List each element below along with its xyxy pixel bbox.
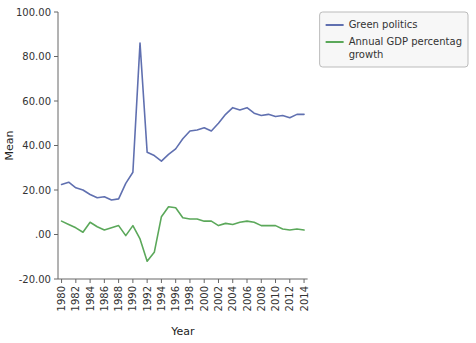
- x-tick: [61, 279, 62, 283]
- y-axis-label: Mean: [3, 130, 16, 160]
- chart: Green politics Annual GDP percentaggrowth…: [0, 0, 476, 343]
- x-tick-label: 1984: [85, 286, 96, 311]
- y-tick: [54, 56, 58, 57]
- x-tick: [232, 279, 233, 283]
- x-tick: [175, 279, 176, 283]
- x-tick: [104, 279, 105, 283]
- x-tick-label: 1988: [113, 286, 124, 311]
- y-tick-label: 100.00: [16, 7, 51, 18]
- x-tick: [161, 279, 162, 283]
- x-tick-label: 2008: [256, 286, 267, 311]
- y-tick: [54, 279, 58, 280]
- x-tick-label: 1980: [56, 286, 67, 311]
- y-tick: [54, 101, 58, 102]
- x-tick-label: 2010: [270, 286, 281, 311]
- legend: Green politics Annual GDP percentaggrowth: [320, 12, 468, 67]
- x-tick: [261, 279, 262, 283]
- x-tick-label: 2004: [227, 286, 238, 311]
- x-tick: [118, 279, 119, 283]
- x-tick-label: 2006: [242, 286, 253, 311]
- x-tick-label: 1982: [70, 286, 81, 311]
- x-tick: [189, 279, 190, 283]
- x-tick-label: 2012: [284, 286, 295, 311]
- x-tick: [147, 279, 148, 283]
- x-tick-label: 2000: [199, 286, 210, 311]
- x-tick-label: 1994: [156, 286, 167, 311]
- x-ticks: 19801982 1984198619881990 1992199419961998…: [56, 279, 309, 311]
- y-tick: [54, 234, 58, 235]
- x-tick: [289, 279, 290, 283]
- x-tick-label: 1996: [170, 286, 181, 311]
- y-tick: [54, 190, 58, 191]
- x-tick: [132, 279, 133, 283]
- y-tick-label: 20.00: [22, 185, 51, 196]
- legend-label: Annual GDP percentaggrowth: [349, 36, 462, 60]
- line-series: [62, 43, 304, 200]
- x-tick-label: 2002: [213, 286, 224, 311]
- x-tick-label: 1992: [142, 286, 153, 311]
- legend-label: Green politics: [349, 19, 418, 30]
- y-tick-label: .00: [35, 229, 51, 240]
- x-tick: [304, 279, 305, 283]
- lines: [62, 43, 304, 261]
- x-axis: [58, 279, 308, 280]
- x-tick-label: 1998: [184, 286, 195, 311]
- y-tick-label: 40.00: [22, 140, 51, 151]
- x-tick: [275, 279, 276, 283]
- y-ticks: -20.00 .00 20.00 40.00 60.00 80.00 100.00: [16, 7, 58, 285]
- x-tick-label: 1986: [99, 286, 110, 311]
- x-tick-label: 1990: [127, 286, 138, 311]
- x-tick: [90, 279, 91, 283]
- x-tick: [204, 279, 205, 283]
- x-tick: [247, 279, 248, 283]
- x-tick: [218, 279, 219, 283]
- line-series: [62, 207, 304, 262]
- y-tick: [54, 145, 58, 146]
- y-tick-label: 60.00: [22, 96, 51, 107]
- y-tick-label: 80.00: [22, 51, 51, 62]
- y-tick: [54, 12, 58, 13]
- legend-swatch: [326, 41, 344, 43]
- x-axis-label: Year: [170, 325, 195, 338]
- x-tick: [75, 279, 76, 283]
- legend-swatch: [326, 24, 344, 26]
- y-tick-label: -20.00: [19, 274, 51, 285]
- x-tick-label: 2014: [299, 286, 310, 311]
- legend-box: [320, 12, 468, 67]
